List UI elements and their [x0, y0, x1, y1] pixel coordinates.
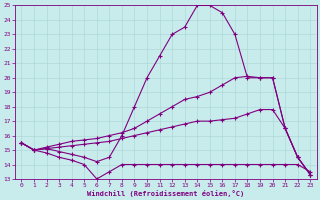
- X-axis label: Windchill (Refroidissement éolien,°C): Windchill (Refroidissement éolien,°C): [87, 190, 244, 197]
